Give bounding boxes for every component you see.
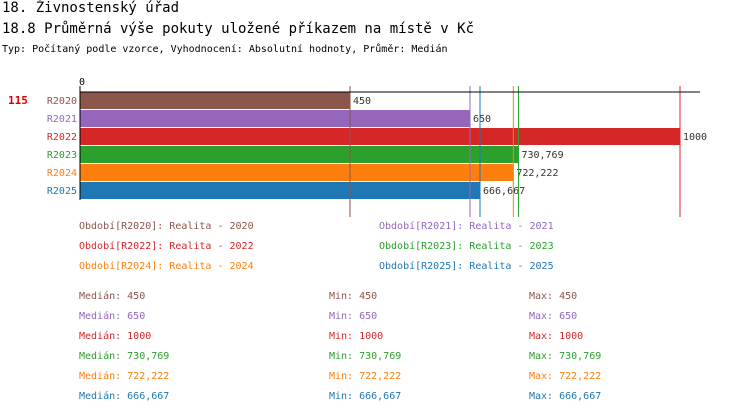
category-label-r2020: R2020 bbox=[47, 96, 77, 107]
stat-max-r2023: Max: 730,769 bbox=[529, 351, 602, 362]
category-label-r2025: R2025 bbox=[47, 186, 77, 197]
stat-min-r2024: Min: 722,222 bbox=[329, 371, 402, 382]
legend-item-r2021: Období[R2021]: Realita - 2021 bbox=[379, 221, 554, 232]
legend-item-r2020: Období[R2020]: Realita - 2020 bbox=[79, 221, 254, 232]
stat-max-r2020: Max: 450 bbox=[529, 291, 578, 302]
value-label-r2022: 1000 bbox=[683, 132, 707, 143]
stat-median-r2021: Medián: 650 bbox=[79, 311, 146, 322]
stat-min-r2025: Min: 666,667 bbox=[329, 391, 402, 402]
stat-max-r2021: Max: 650 bbox=[529, 311, 578, 322]
category-label-r2022: R2022 bbox=[47, 132, 77, 143]
bar-r2025 bbox=[80, 182, 481, 199]
legend-item-r2024: Období[R2024]: Realita - 2024 bbox=[79, 261, 254, 272]
value-label-r2020: 450 bbox=[353, 96, 371, 107]
legend-item-r2023: Období[R2023]: Realita - 2023 bbox=[379, 241, 554, 252]
category-label-r2023: R2023 bbox=[47, 150, 77, 161]
bar-r2023 bbox=[80, 146, 519, 163]
bar-r2020 bbox=[80, 92, 350, 109]
page-title: 18. Živnostenský úřad bbox=[2, 0, 180, 16]
stat-min-r2021: Min: 650 bbox=[329, 311, 378, 322]
stat-median-r2025: Medián: 666,667 bbox=[79, 391, 170, 402]
legend-item-r2025: Období[R2025]: Realita - 2025 bbox=[379, 261, 554, 272]
stat-min-r2022: Min: 1000 bbox=[329, 331, 384, 342]
stat-min-r2020: Min: 450 bbox=[329, 291, 378, 302]
stat-max-r2024: Max: 722,222 bbox=[529, 371, 602, 382]
chart-subtitle: Typ: Počítaný podle vzorce, Vyhodnocení:… bbox=[2, 44, 448, 55]
stat-min-r2023: Min: 730,769 bbox=[329, 351, 402, 362]
axis-zero-label: 0 bbox=[79, 77, 85, 88]
bar-r2021 bbox=[80, 110, 470, 127]
category-label-r2021: R2021 bbox=[47, 114, 77, 125]
value-label-r2023: 730,769 bbox=[521, 150, 563, 161]
legend-item-r2022: Období[R2022]: Realita - 2022 bbox=[79, 241, 254, 252]
category-label-r2024: R2024 bbox=[47, 168, 77, 179]
stat-median-r2022: Medián: 1000 bbox=[79, 331, 152, 342]
chart-title: 18.8 Průměrná výše pokuty uložené příkaz… bbox=[2, 21, 475, 37]
row-id: 115 bbox=[8, 94, 28, 107]
value-label-r2024: 722,222 bbox=[516, 168, 558, 179]
stat-median-r2024: Medián: 722,222 bbox=[79, 371, 170, 382]
stat-max-r2022: Max: 1000 bbox=[529, 331, 584, 342]
bar-r2022 bbox=[80, 128, 680, 145]
bar-r2024 bbox=[80, 164, 514, 181]
value-label-r2021: 650 bbox=[473, 114, 491, 125]
value-label-r2025: 666,667 bbox=[483, 186, 525, 197]
stat-median-r2020: Medián: 450 bbox=[79, 291, 146, 302]
stat-max-r2025: Max: 666,667 bbox=[529, 391, 602, 402]
stat-median-r2023: Medián: 730,769 bbox=[79, 351, 170, 362]
